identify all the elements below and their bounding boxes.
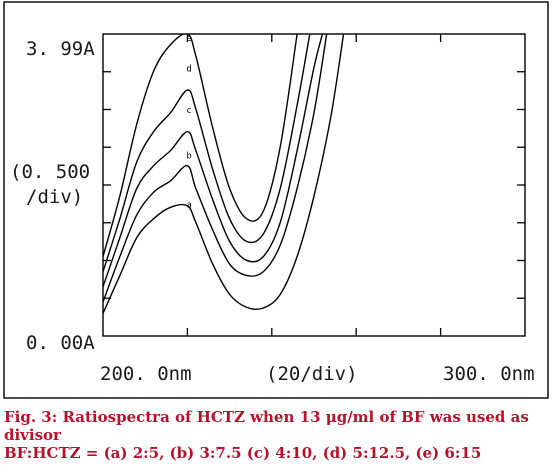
y-tick-label-mid-2: /div) (26, 186, 83, 208)
curves-group (103, 34, 345, 314)
figure-border (3, 1, 549, 399)
caption-subtitle: BF:HCTZ = (a) 2:5, (b) 3:7.5 (c) 4:10, (… (4, 444, 482, 462)
caption-title: Fig. 3: Ratiospectra of HCTZ when 13 μg/… (4, 408, 529, 444)
series-label-b: b (186, 151, 191, 161)
series-label-e: e (186, 34, 191, 44)
x-tick-label-left: 200. 0nm (100, 363, 192, 385)
x-tick-label-right: 300. 0nm (443, 363, 535, 385)
axis-ticks (103, 34, 525, 336)
x-tick-label-center: (20/div) (266, 363, 358, 385)
figure-caption: Fig. 3: Ratiospectra of HCTZ when 13 μg/… (4, 408, 552, 462)
series-line-c (103, 34, 324, 288)
y-tick-label-bottom: 0. 00A (26, 332, 95, 354)
y-tick-label-mid-1: (0. 500 (10, 161, 90, 183)
series-label-a: a (186, 201, 191, 211)
y-tick-label-top: 3. 99A (26, 38, 95, 60)
series-line-e (103, 34, 298, 257)
series-line-b (103, 34, 328, 303)
series-label-d: d (186, 64, 191, 74)
plot-frame (102, 33, 526, 337)
series-line-a (103, 34, 345, 314)
curve-labels-group: a b c d e (186, 34, 191, 211)
series-label-c: c (186, 106, 191, 116)
series-line-d (103, 34, 311, 272)
